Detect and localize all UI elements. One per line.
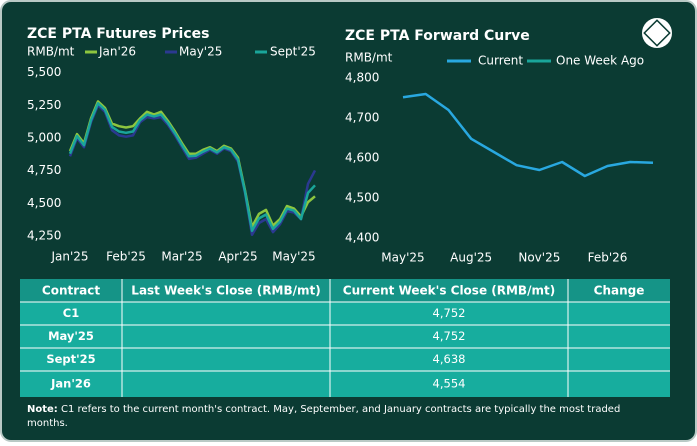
y-tick-label: 4,500: [345, 191, 379, 205]
y-tick-label: 4,750: [27, 163, 61, 177]
table-cell: 4,752: [433, 329, 466, 343]
table-header: Current Week's Close (RMB/mt): [343, 284, 555, 298]
legend-label: May'25: [179, 45, 222, 59]
chart-title: ZCE PTA Forward Curve: [345, 28, 530, 44]
y-axis-label: RMB/mt: [345, 51, 393, 65]
x-tick-label: Aug'25: [450, 251, 492, 265]
table-cell: C1: [63, 306, 79, 320]
x-tick-label: May'25: [381, 251, 424, 265]
x-tick-label: Feb'25: [106, 250, 146, 264]
x-tick-label: May'25: [272, 250, 315, 264]
legend-label: One Week Ago: [556, 54, 644, 68]
table-header-bg: [20, 279, 670, 302]
x-tick-label: Apr'25: [218, 250, 257, 264]
y-axis-label: RMB/mt: [27, 45, 75, 59]
legend-label: Jan'26: [98, 45, 136, 59]
table-cell: 4,554: [433, 377, 466, 391]
y-tick-label: 5,250: [27, 98, 61, 112]
y-tick-label: 5,000: [27, 131, 61, 145]
legend-label: Current: [478, 54, 523, 68]
series-line: [68, 102, 316, 233]
table-header: Change: [594, 284, 645, 298]
y-tick-label: 4,600: [345, 151, 379, 165]
x-tick-label: Nov'25: [518, 251, 560, 265]
table-cell: Jan'26: [50, 377, 91, 391]
logo: [642, 18, 672, 48]
note: Note: C1 refers to the current month's c…: [27, 404, 620, 415]
table-header: Contract: [42, 284, 100, 298]
table-cell: Sept'25: [46, 352, 95, 366]
table-cell: May'25: [48, 329, 94, 343]
x-tick-label: Mar'25: [161, 250, 202, 264]
series-line: [402, 92, 654, 178]
y-tick-label: 4,500: [27, 196, 61, 210]
note-text-1: C1 refers to the current month's contrac…: [61, 404, 620, 415]
table-cell: 4,752: [433, 306, 466, 320]
chart-title: ZCE PTA Futures Prices: [27, 26, 210, 42]
y-tick-label: 4,700: [345, 111, 379, 125]
x-tick-label: Jan'25: [50, 250, 88, 264]
y-tick-label: 4,800: [345, 71, 379, 85]
y-tick-label: 4,250: [27, 229, 61, 243]
table-cell: 4,638: [433, 352, 466, 366]
table-header: Last Week's Close (RMB/mt): [131, 284, 320, 298]
note-line-2: months.: [27, 418, 68, 429]
legend-label: Sept'25: [270, 45, 316, 59]
x-tick-label: Feb'26: [588, 251, 628, 265]
note-label: Note:: [27, 404, 58, 415]
y-tick-label: 4,400: [345, 231, 379, 245]
y-tick-label: 5,500: [27, 65, 61, 79]
